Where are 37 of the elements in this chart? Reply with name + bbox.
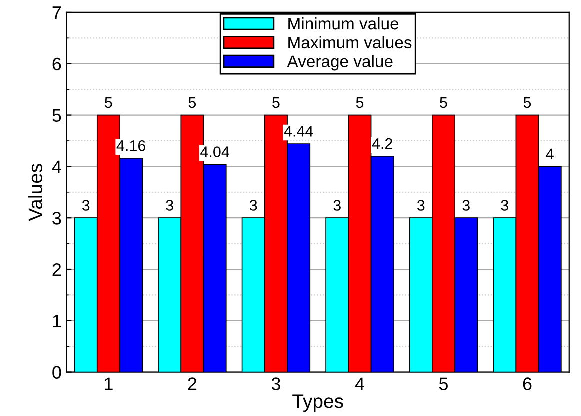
- data-label: 5: [105, 97, 112, 108]
- y-tick-label: 3: [52, 212, 62, 225]
- y-axis-title: Values: [28, 164, 43, 222]
- data-label: 4.16: [116, 140, 146, 152]
- data-label: 3: [417, 200, 425, 211]
- legend-label: Maximum values: [288, 36, 412, 49]
- data-label: 4.04: [200, 146, 230, 158]
- data-label: 3: [462, 200, 470, 211]
- data-label: 5: [440, 97, 448, 108]
- data-label: 4.44: [284, 126, 314, 137]
- data-label: 3: [250, 200, 258, 211]
- x-tick-label: 3: [272, 378, 280, 390]
- data-label: 5: [272, 97, 280, 108]
- y-tick-label: 1: [53, 315, 62, 328]
- data-label: 4: [546, 148, 554, 160]
- data-label: 5: [524, 97, 532, 108]
- x-tick-label: 4: [355, 378, 364, 390]
- legend-label: Minimum value: [288, 17, 399, 30]
- x-tick-label: 5: [439, 378, 448, 390]
- y-tick-label: 7: [52, 6, 62, 20]
- data-label: 3: [501, 200, 508, 211]
- data-label: 3: [82, 200, 90, 211]
- data-label: 3: [166, 200, 174, 211]
- y-tick-label: 4: [52, 160, 62, 174]
- data-label: 4.2: [372, 138, 392, 150]
- x-tick-label: 6: [523, 378, 532, 390]
- y-tick-label: 2: [52, 263, 62, 276]
- x-tick-label: 2: [188, 378, 197, 390]
- data-label: 5: [356, 97, 364, 108]
- data-label: 3: [334, 200, 341, 211]
- data-label: 5: [188, 97, 196, 108]
- y-tick-label: 0: [52, 366, 62, 380]
- x-axis-title: Types: [292, 394, 344, 412]
- legend-label: Average value: [287, 55, 393, 71]
- y-tick-label: 6: [52, 58, 62, 71]
- y-tick-label: 5: [52, 109, 62, 122]
- x-tick-label: 1: [105, 378, 113, 390]
